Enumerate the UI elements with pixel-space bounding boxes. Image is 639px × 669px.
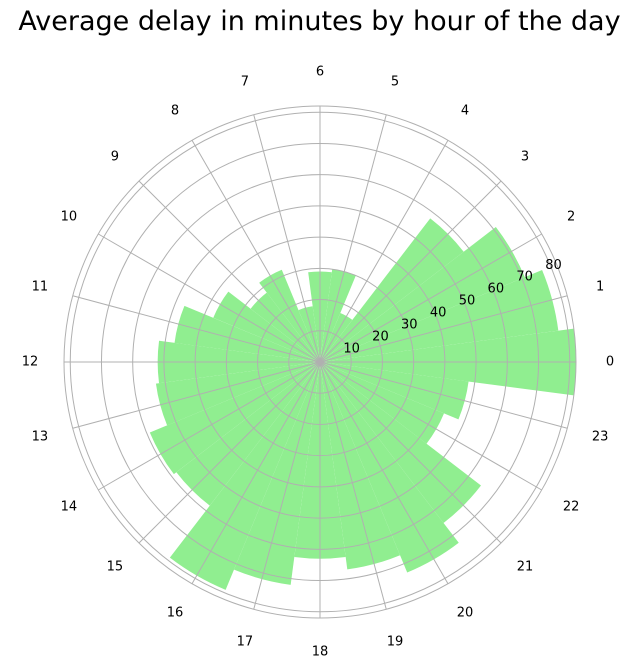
bar-hour-16 — [169, 362, 320, 590]
grid-spoke-10 — [98, 233, 321, 363]
angle-tick-label-3: 3 — [521, 149, 529, 164]
bar-hour-19 — [320, 362, 401, 570]
grid-spoke-8 — [191, 140, 321, 363]
grid-spoke-19 — [319, 361, 387, 610]
bar-hour-7 — [298, 306, 320, 362]
radial-tick-label: 60 — [488, 282, 505, 297]
grid-spoke-11 — [72, 295, 321, 363]
angle-tick-label-4: 4 — [461, 103, 469, 118]
angle-tick-label-6: 6 — [316, 65, 324, 80]
bar-hour-10 — [213, 291, 320, 362]
chart-title: Average delay in minutes by hour of the … — [18, 6, 621, 37]
angle-tick-label-19: 19 — [387, 635, 404, 650]
angle-tick-label-23: 23 — [592, 430, 609, 445]
radial-tick-label: 50 — [459, 294, 476, 309]
grid-spoke-5 — [319, 114, 387, 363]
radial-tick-label: 20 — [372, 329, 389, 344]
bar-hour-17 — [233, 362, 320, 585]
grid-spoke-2 — [319, 233, 542, 363]
radial-tick-label: 10 — [343, 341, 360, 356]
bar-hour-22 — [320, 362, 445, 444]
grid-spoke-7 — [253, 114, 321, 363]
angle-tick-label-22: 22 — [563, 500, 580, 515]
bar-hour-14 — [149, 362, 320, 475]
bar-hour-23 — [320, 362, 469, 420]
bar-hour-13 — [155, 362, 320, 426]
bar-hour-2 — [320, 227, 525, 362]
grid-spoke-16 — [191, 361, 321, 584]
grid-spoke-21 — [319, 361, 502, 544]
grid-spoke-17 — [253, 361, 321, 610]
angle-tick-label-17: 17 — [237, 635, 254, 650]
angle-tick-label-1: 1 — [596, 279, 604, 294]
angle-tick-label-2: 2 — [567, 210, 575, 225]
grid-spoke-1 — [319, 295, 568, 363]
radial-tick-label: 80 — [545, 258, 562, 273]
angle-tick-label-21: 21 — [517, 560, 534, 575]
grid-layer — [63, 105, 577, 619]
radial-tick-label: 70 — [516, 270, 533, 285]
angle-tick-label-10: 10 — [61, 210, 78, 225]
bar-hour-4 — [320, 312, 353, 362]
angle-tick-label-9: 9 — [111, 149, 119, 164]
angle-tick-label-7: 7 — [241, 74, 249, 89]
angle-tick-label-15: 15 — [107, 560, 124, 575]
angle-tick-label-12: 12 — [22, 355, 39, 370]
grid-spoke-13 — [72, 361, 321, 429]
bar-hour-8 — [259, 269, 320, 362]
angle-tick-label-16: 16 — [167, 606, 184, 621]
bar-hour-1 — [320, 270, 559, 362]
angle-tick-label-13: 13 — [32, 430, 49, 445]
bars-layer — [149, 218, 576, 590]
grid-spoke-15 — [138, 361, 321, 544]
angle-tick-label-14: 14 — [61, 500, 78, 515]
grid-spoke-20 — [319, 361, 449, 584]
angle-tick-label-11: 11 — [32, 279, 49, 294]
grid-spoke-3 — [319, 180, 502, 363]
angle-tick-label-20: 20 — [457, 606, 474, 621]
angle-tick-label-0: 0 — [606, 355, 614, 370]
grid-spoke-14 — [98, 361, 321, 491]
angle-tick-label-8: 8 — [171, 103, 179, 118]
radial-tick-label: 40 — [430, 306, 447, 321]
grid-spoke-22 — [319, 361, 542, 491]
bar-hour-11 — [174, 305, 320, 362]
grid-spoke-4 — [319, 140, 449, 363]
grid-spoke-9 — [138, 180, 321, 363]
angle-tick-label-18: 18 — [312, 645, 329, 660]
radial-tick-label: 30 — [401, 318, 418, 333]
angle-tick-label-5: 5 — [391, 74, 399, 89]
grid-spoke-23 — [319, 361, 568, 429]
bar-hour-5 — [320, 269, 356, 362]
radial-tick-labels: 10 20 30 40 50 60 70 80 — [343, 258, 561, 357]
bar-hour-20 — [320, 362, 459, 573]
